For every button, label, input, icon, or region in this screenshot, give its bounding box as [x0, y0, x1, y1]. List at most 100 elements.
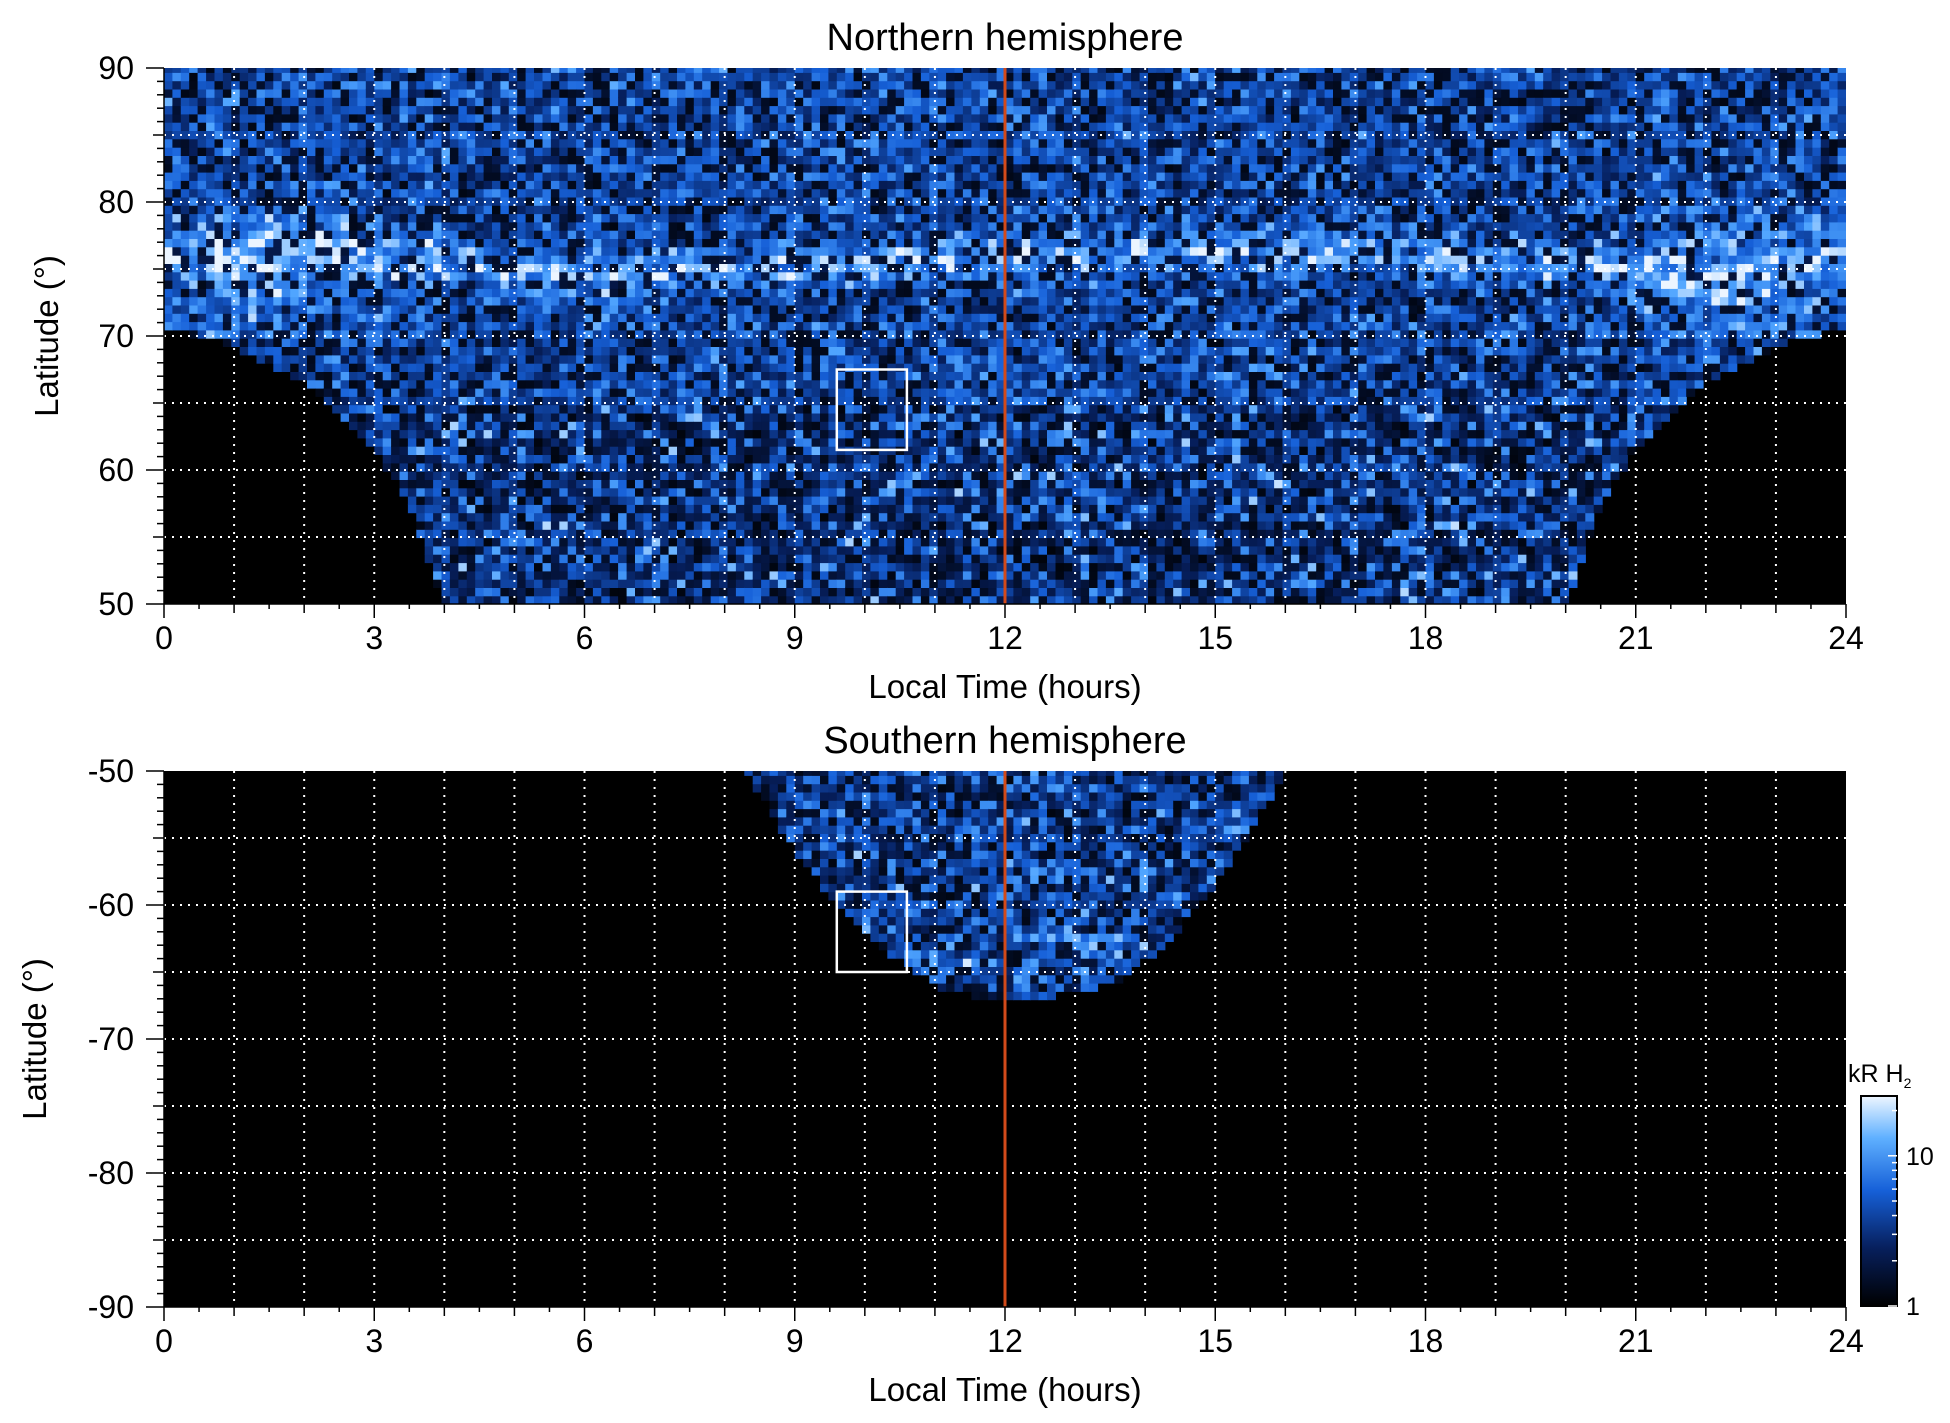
emission-cell: [904, 437, 914, 447]
emission-cell: [391, 230, 401, 239]
emission-cell: [365, 68, 375, 73]
emission-cell: [340, 263, 350, 273]
emission-cell: [567, 454, 577, 464]
emission-cell: [820, 462, 829, 472]
emission-cell: [550, 321, 560, 331]
emission-cell: [416, 396, 426, 406]
emission-cell: [542, 138, 552, 148]
emission-cell: [693, 180, 703, 190]
emission-cell: [811, 155, 821, 165]
emission-cell: [231, 80, 241, 90]
emission-cell: [710, 105, 720, 115]
emission-cell: [744, 496, 754, 505]
emission-cell: [643, 230, 653, 239]
emission-cell: [340, 371, 350, 381]
emission-cell: [828, 246, 838, 256]
emission-cell: [433, 296, 443, 306]
emission-cell: [887, 147, 897, 156]
emission-cell: [677, 446, 686, 455]
emission-cell: [887, 570, 897, 580]
emission-cell: [887, 496, 897, 505]
emission-cell: [567, 471, 577, 480]
emission-cell: [878, 196, 888, 206]
emission-cell: [206, 163, 216, 173]
emission-cell: [702, 504, 712, 514]
emission-cell: [407, 97, 417, 107]
emission-cell: [895, 595, 905, 604]
emission-cell: [635, 172, 644, 181]
emission-cell: [803, 504, 813, 514]
emission-cell: [307, 122, 316, 131]
emission-cell: [803, 496, 813, 505]
emission-cell: [197, 255, 207, 264]
emission-cell: [576, 462, 586, 472]
emission-cell: [693, 388, 703, 397]
emission-cell: [424, 188, 434, 198]
emission-cell: [828, 72, 838, 82]
emission-cell: [752, 238, 762, 248]
emission-cell: [500, 155, 510, 165]
emission-cell: [887, 421, 897, 431]
emission-cell: [752, 504, 762, 514]
emission-cell: [492, 454, 501, 464]
emission-cell: [761, 255, 771, 264]
emission-cell: [862, 147, 871, 156]
emission-cell: [878, 188, 888, 198]
emission-cell: [870, 288, 880, 298]
emission-cell: [887, 504, 897, 514]
emission-cell: [643, 504, 653, 514]
emission-cell: [441, 288, 451, 298]
emission-cell: [475, 304, 485, 314]
emission-cell: [710, 72, 720, 82]
emission-cell: [803, 321, 813, 331]
emission-cell: [643, 68, 653, 73]
emission-cell: [534, 68, 543, 73]
emission-cell: [609, 437, 619, 447]
emission-cell: [870, 205, 880, 215]
emission-cell: [550, 338, 560, 347]
emission-cell: [584, 346, 594, 356]
emission-cell: [870, 587, 880, 597]
emission-cell: [870, 72, 880, 82]
emission-cell: [609, 396, 619, 406]
emission-cell: [189, 196, 199, 206]
emission-cell: [904, 304, 914, 314]
emission-cell: [332, 72, 342, 82]
emission-cell: [609, 554, 619, 564]
emission-cell: [449, 238, 459, 248]
emission-cell: [349, 213, 358, 223]
emission-cell: [693, 205, 703, 215]
emission-cell: [904, 338, 914, 347]
emission-cell: [702, 68, 712, 73]
emission-cell: [382, 188, 392, 198]
emission-cell: [828, 363, 838, 372]
emission-cell: [534, 496, 543, 505]
emission-cell: [820, 537, 829, 547]
emission-cell: [483, 288, 493, 298]
emission-cell: [702, 180, 712, 190]
emission-cell: [777, 462, 787, 472]
emission-cell: [399, 138, 409, 148]
emission-cell: [677, 520, 686, 530]
emission-cell: [710, 113, 720, 123]
emission-cell: [668, 88, 678, 98]
emission-cell: [702, 97, 712, 107]
emission-cell: [399, 280, 409, 289]
emission-cell: [206, 68, 216, 73]
emission-cell: [399, 446, 409, 455]
emission-cell: [231, 313, 241, 323]
emission-cell: [895, 72, 905, 82]
emission-cell: [677, 130, 686, 140]
emission-cell: [870, 188, 880, 198]
emission-cell: [870, 155, 880, 165]
emission-cell: [777, 338, 787, 347]
emission-cell: [643, 88, 653, 98]
emission-cell: [567, 363, 577, 372]
emission-cell: [651, 304, 661, 314]
emission-cell: [281, 230, 291, 239]
emission-cell: [256, 213, 266, 223]
emission-cell: [710, 172, 720, 181]
emission-cell: [744, 296, 754, 306]
emission-cell: [761, 429, 771, 439]
emission-cell: [290, 180, 300, 190]
